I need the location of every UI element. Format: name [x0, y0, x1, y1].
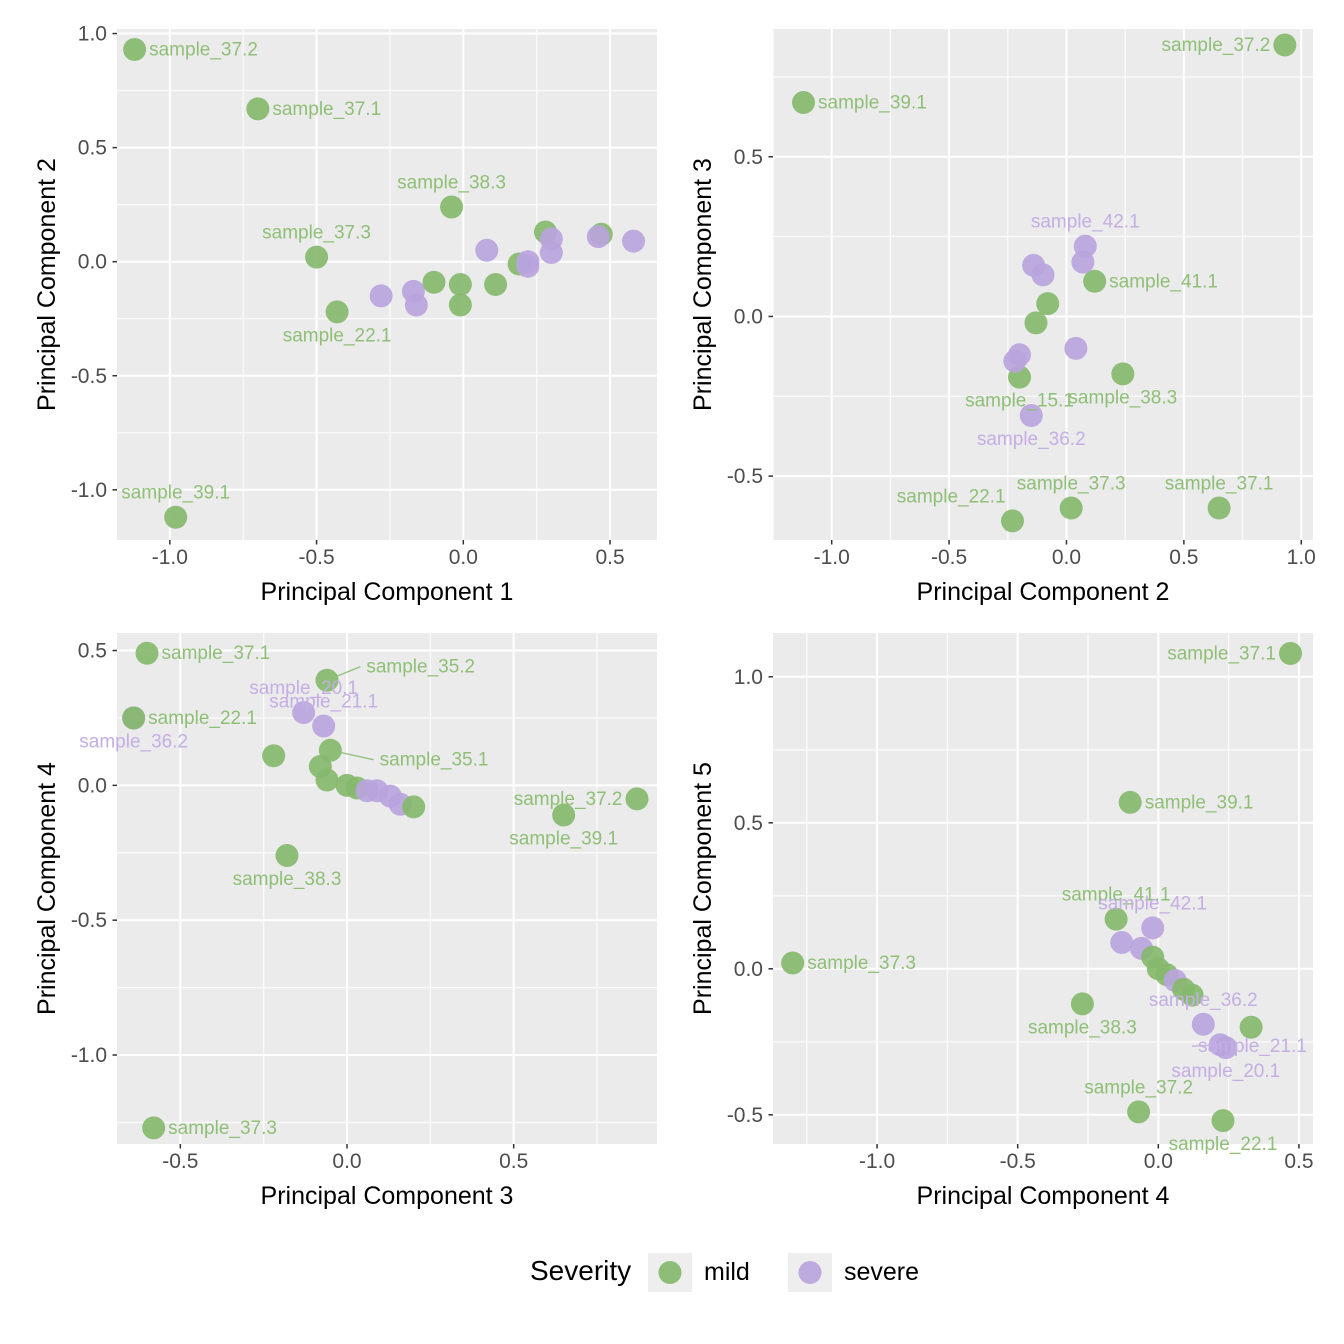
svg-text:Principal Component 3: Principal Component 3 [689, 158, 717, 411]
svg-text:Severity: Severity [530, 1255, 631, 1286]
svg-text:sample_39.1: sample_39.1 [121, 483, 230, 504]
svg-text:1.0: 1.0 [78, 23, 107, 46]
svg-text:sample_37.2: sample_37.2 [1084, 1077, 1193, 1098]
svg-text:-1.0: -1.0 [814, 546, 850, 569]
svg-text:sample_39.1: sample_39.1 [509, 829, 618, 850]
svg-text:Principal Component 1: Principal Component 1 [261, 578, 514, 606]
svg-text:sample_39.1: sample_39.1 [1145, 792, 1254, 813]
svg-text:0.0: 0.0 [78, 251, 107, 274]
svg-text:sample_35.2: sample_35.2 [366, 657, 475, 678]
svg-text:1.0: 1.0 [1287, 546, 1316, 569]
svg-text:sample_37.1: sample_37.1 [1167, 643, 1276, 664]
svg-text:sample_37.1: sample_37.1 [272, 99, 381, 120]
svg-text:0.0: 0.0 [734, 958, 763, 981]
svg-text:Principal Component 3: Principal Component 3 [261, 1182, 514, 1210]
svg-text:sample_22.1: sample_22.1 [897, 486, 1006, 507]
svg-text:Principal Component 2: Principal Component 2 [33, 158, 61, 411]
svg-text:0.5: 0.5 [499, 1150, 528, 1173]
svg-text:0.5: 0.5 [78, 137, 107, 160]
svg-text:-0.5: -0.5 [727, 1104, 763, 1127]
svg-text:sample_42.1: sample_42.1 [1031, 212, 1140, 233]
svg-text:0.0: 0.0 [332, 1150, 361, 1173]
svg-text:-0.5: -0.5 [727, 465, 763, 488]
svg-text:0.5: 0.5 [734, 812, 763, 835]
svg-text:-1.0: -1.0 [71, 479, 107, 502]
svg-text:sample_41.1: sample_41.1 [1109, 271, 1218, 292]
svg-text:sample_37.2: sample_37.2 [149, 40, 258, 61]
svg-text:sample_38.3: sample_38.3 [1028, 1017, 1137, 1038]
svg-text:sample_38.3: sample_38.3 [397, 172, 506, 193]
svg-text:-0.5: -0.5 [71, 365, 107, 388]
svg-text:sample_21.1: sample_21.1 [1198, 1036, 1307, 1057]
svg-text:sample_37.2: sample_37.2 [1162, 35, 1271, 56]
svg-text:sample_22.1: sample_22.1 [283, 325, 392, 346]
svg-text:0.0: 0.0 [78, 774, 107, 797]
svg-text:1.0: 1.0 [734, 666, 763, 689]
svg-text:severe: severe [844, 1258, 919, 1286]
svg-text:0.5: 0.5 [1284, 1150, 1313, 1173]
svg-text:sample_39.1: sample_39.1 [818, 92, 927, 113]
svg-text:Principal Component 4: Principal Component 4 [917, 1182, 1170, 1210]
svg-text:sample_37.3: sample_37.3 [1017, 474, 1126, 495]
svg-text:0.5: 0.5 [78, 640, 107, 663]
svg-text:0.0: 0.0 [449, 546, 478, 569]
svg-text:-0.5: -0.5 [162, 1150, 198, 1173]
svg-text:sample_37.3: sample_37.3 [168, 1118, 277, 1139]
svg-text:sample_38.3: sample_38.3 [1068, 387, 1177, 408]
svg-text:sample_36.2: sample_36.2 [1149, 990, 1258, 1011]
svg-text:sample_37.3: sample_37.3 [807, 953, 916, 974]
svg-text:sample_36.2: sample_36.2 [79, 731, 188, 752]
svg-text:sample_38.3: sample_38.3 [233, 869, 342, 890]
svg-text:-1.0: -1.0 [152, 546, 188, 569]
svg-text:sample_22.1: sample_22.1 [1169, 1134, 1278, 1155]
svg-text:sample_22.1: sample_22.1 [148, 708, 257, 729]
svg-text:sample_37.1: sample_37.1 [162, 643, 271, 664]
svg-text:-0.5: -0.5 [1000, 1150, 1036, 1173]
svg-text:0.5: 0.5 [595, 546, 624, 569]
svg-text:0.5: 0.5 [734, 146, 763, 169]
svg-text:sample_37.2: sample_37.2 [514, 789, 623, 810]
svg-text:Principal Component 2: Principal Component 2 [917, 578, 1170, 606]
svg-text:sample_21.1: sample_21.1 [269, 692, 378, 713]
svg-text:0.0: 0.0 [1052, 546, 1081, 569]
svg-text:Principal Component 4: Principal Component 4 [33, 762, 61, 1015]
svg-text:-0.5: -0.5 [71, 909, 107, 932]
svg-text:sample_37.3: sample_37.3 [262, 223, 371, 244]
svg-text:Principal Component 5: Principal Component 5 [689, 762, 717, 1015]
svg-text:-0.5: -0.5 [298, 546, 334, 569]
svg-text:sample_35.1: sample_35.1 [380, 750, 489, 771]
svg-text:0.0: 0.0 [734, 305, 763, 328]
svg-text:-1.0: -1.0 [859, 1150, 895, 1173]
svg-text:sample_37.1: sample_37.1 [1165, 474, 1274, 495]
svg-text:mild: mild [704, 1258, 750, 1286]
svg-text:0.5: 0.5 [1169, 546, 1198, 569]
svg-text:-0.5: -0.5 [931, 546, 967, 569]
svg-text:sample_36.2: sample_36.2 [977, 429, 1086, 450]
svg-text:sample_42.1: sample_42.1 [1098, 893, 1207, 914]
svg-text:-1.0: -1.0 [71, 1044, 107, 1067]
svg-text:sample_15.1: sample_15.1 [965, 391, 1074, 412]
